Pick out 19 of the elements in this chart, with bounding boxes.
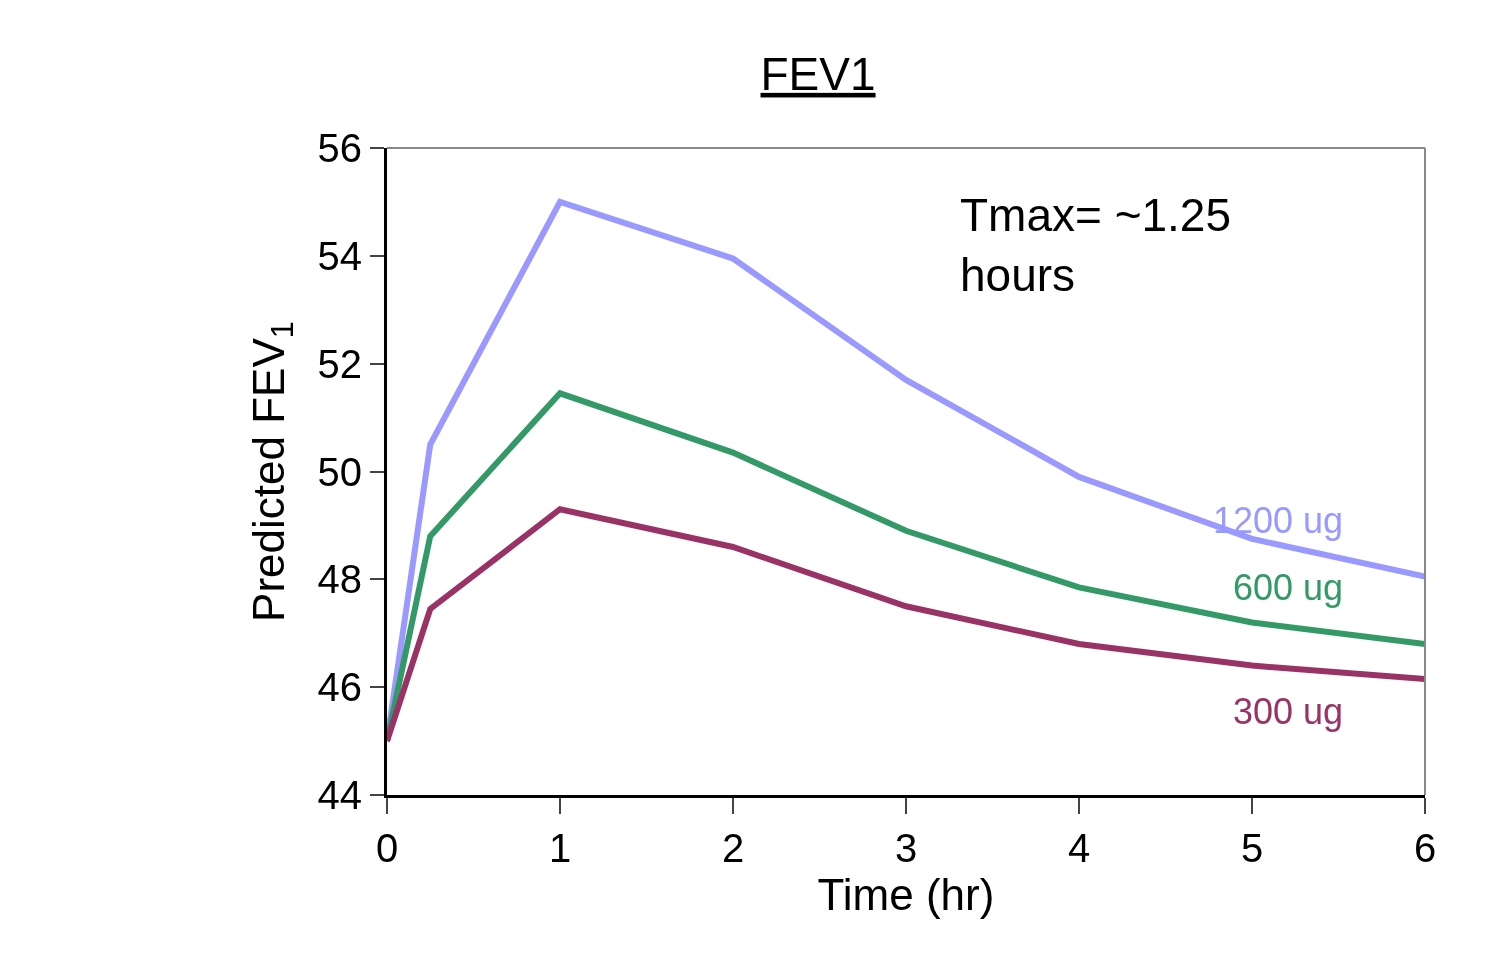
- y-tick-label: 50: [317, 449, 362, 494]
- x-tick-label: 6: [1413, 826, 1437, 870]
- y-tick-label: 48: [317, 557, 362, 602]
- y-tick-label: 56: [317, 126, 362, 170]
- x-tick-label: 1: [548, 826, 572, 870]
- y-tick-label: 46: [317, 665, 362, 710]
- x-tick-label: 2: [721, 826, 745, 870]
- x-tick-label: 3: [894, 826, 918, 870]
- y-tick-label: 44: [317, 773, 362, 817]
- y-tick-label: 54: [317, 233, 362, 278]
- x-tick-label: 5: [1240, 826, 1264, 870]
- chart-title: FEV1: [760, 47, 876, 100]
- x-axis-title: Time (hr): [817, 870, 995, 919]
- annotation: Tmax= ~1.25 hours: [960, 189, 1232, 301]
- series-label: 600 ug: [1233, 567, 1344, 608]
- series-label: 300 ug: [1233, 691, 1344, 732]
- x-tick-label: 0: [375, 826, 399, 870]
- x-tick-label: 4: [1067, 826, 1091, 870]
- y-tick-label: 52: [317, 341, 362, 386]
